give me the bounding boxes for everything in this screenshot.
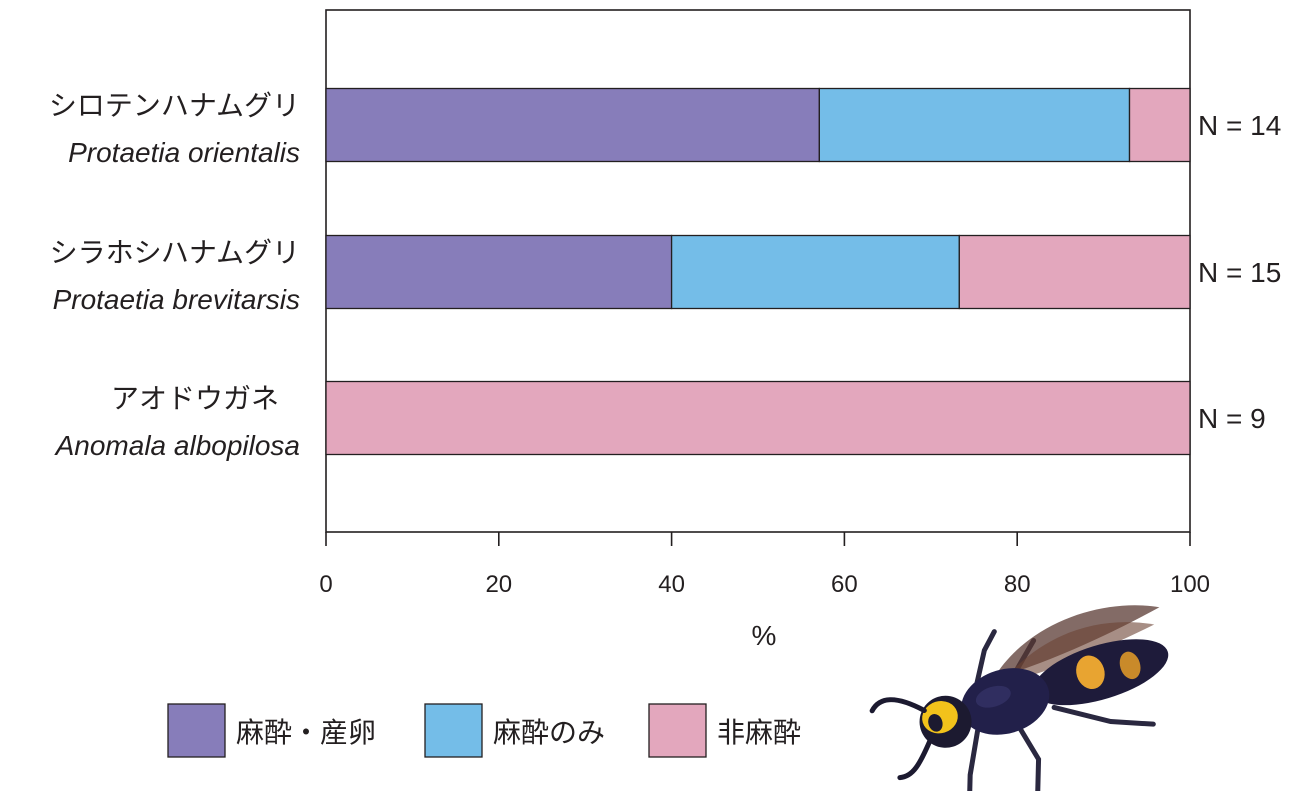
- sample-size-label: N = 9: [1198, 403, 1266, 434]
- category-label-jp: アオドウガネ: [111, 382, 279, 415]
- category-label-scientific: Anomala albopilosa: [54, 430, 300, 461]
- sample-size-label: N = 15: [1198, 257, 1281, 288]
- legend-swatch: [648, 703, 707, 758]
- x-axis-title: %: [752, 620, 777, 651]
- category-label-jp: シラホシハナムグリ: [50, 236, 300, 269]
- bar-segment: [958, 234, 1191, 310]
- category-label-scientific: Protaetia brevitarsis: [53, 284, 300, 315]
- legend-swatch: [424, 703, 483, 758]
- wasp-photo: [869, 605, 1169, 791]
- x-tick-label: 60: [831, 571, 858, 598]
- bar-segment: [325, 380, 1191, 456]
- legend-label: 非麻酔: [717, 716, 801, 749]
- bar-segment: [325, 234, 673, 310]
- category-label-jp: シロテンハナムグリ: [49, 89, 300, 122]
- legend-item: 非麻酔: [648, 703, 801, 758]
- legend-label: 麻酔・産卵: [236, 716, 376, 749]
- bar-segment: [1128, 87, 1191, 163]
- x-tick-label: 20: [485, 571, 512, 598]
- x-axis: 0 20 40 60 80 100: [319, 532, 1210, 598]
- x-tick-label: 100: [1170, 571, 1210, 598]
- legend-label: 麻酔のみ: [493, 716, 605, 749]
- bar-segment: [670, 234, 960, 310]
- bar-segment: [818, 87, 1131, 163]
- legend-item: 麻酔のみ: [424, 703, 605, 758]
- sample-size-label: N = 14: [1198, 110, 1281, 141]
- x-tick-label: 0: [319, 571, 332, 598]
- bar-segment: [325, 87, 820, 163]
- category-labels: シロテンハナムグリ Protaetia orientalis シラホシハナムグリ Pr…: [49, 89, 300, 461]
- sample-size-labels: N = 14 N = 15 N = 9: [1198, 110, 1281, 434]
- plot-area: [325, 9, 1191, 533]
- x-tick-label: 80: [1004, 571, 1031, 598]
- legend-swatch: [167, 703, 226, 758]
- category-label-scientific: Protaetia orientalis: [68, 137, 300, 168]
- legend: 麻酔・産卵 麻酔のみ 非麻酔: [167, 703, 801, 758]
- x-tick-label: 40: [658, 571, 685, 598]
- legend-item: 麻酔・産卵: [167, 703, 376, 758]
